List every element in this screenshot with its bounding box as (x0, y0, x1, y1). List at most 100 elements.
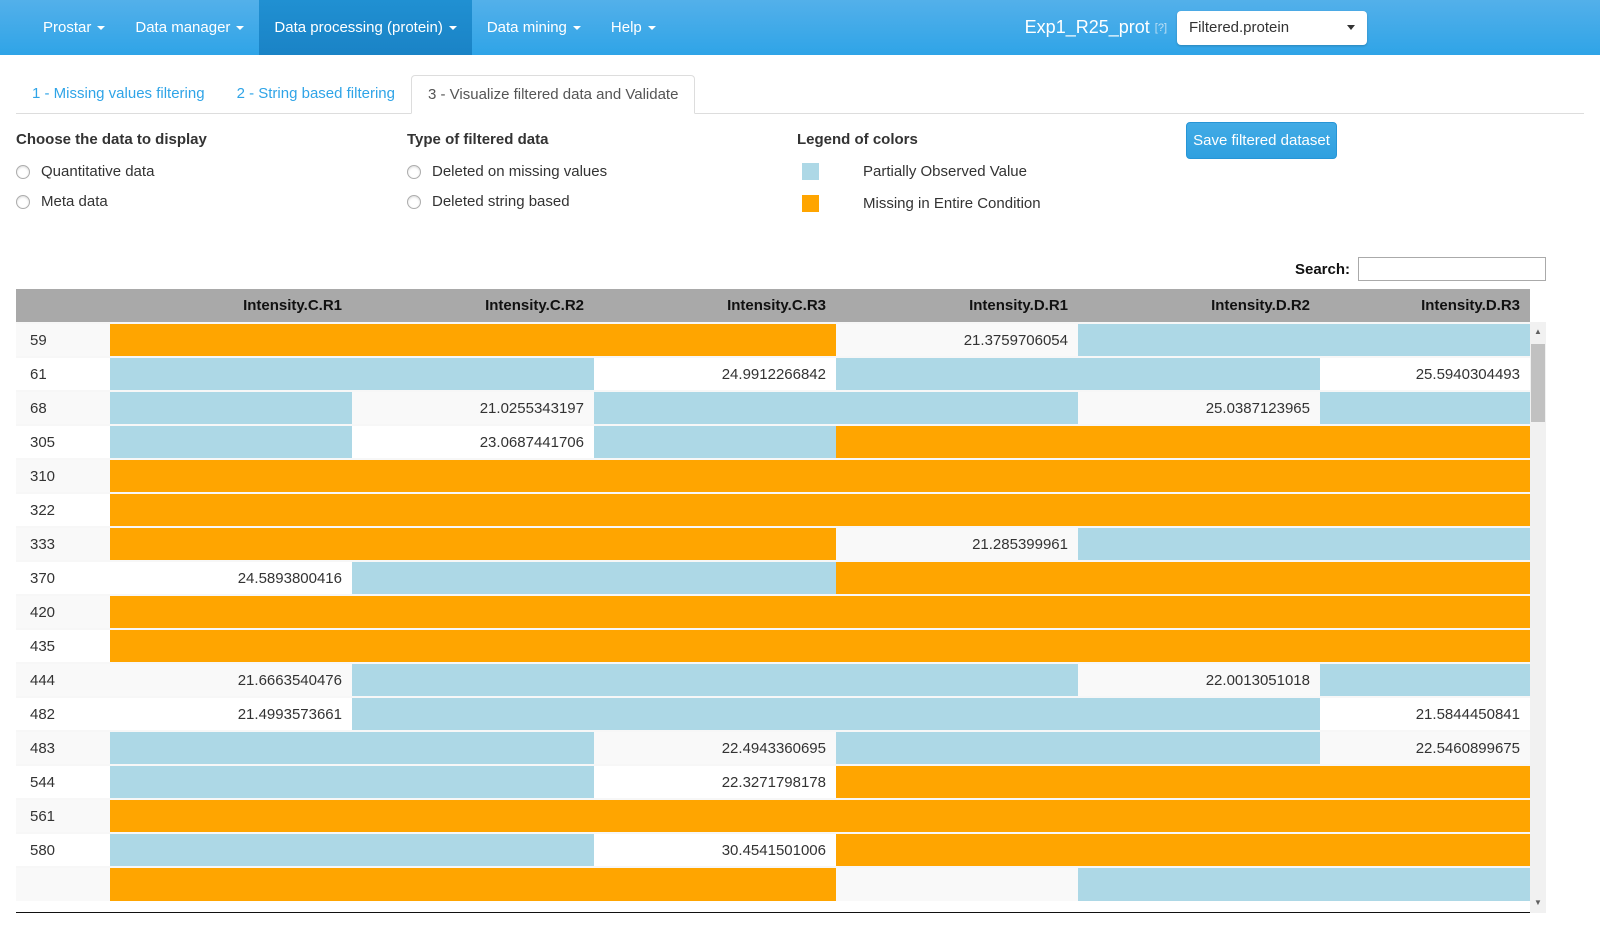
radio-quantitative-data[interactable]: Quantitative data (16, 163, 407, 180)
cell-pov (1078, 696, 1320, 731)
column-header-intensity-d-r2[interactable]: Intensity.D.R2 (1078, 289, 1320, 322)
cell-mec (836, 594, 1078, 629)
search-input[interactable] (1358, 257, 1546, 281)
radio-button-icon[interactable] (407, 164, 421, 179)
save-filtered-dataset-button[interactable]: Save filtered dataset (1186, 122, 1337, 159)
nav-menu-data-processing-protein[interactable]: Data processing (protein) (259, 0, 472, 55)
table-row: 333 21.285399961 (16, 526, 1530, 561)
table-row: 420 (16, 594, 1530, 629)
chevron-down-icon (448, 25, 457, 30)
table-body-viewport: 59 21.3759706054 61 24.9912266842 25.5940304… (16, 322, 1530, 913)
value-cell: 22.0013051018 (1078, 662, 1320, 697)
cell-pov (352, 356, 594, 391)
column-header-intensity-c-r1[interactable]: Intensity.C.R1 (110, 289, 352, 322)
column-header-intensity-d-r1[interactable]: Intensity.D.R1 (836, 289, 1078, 322)
cell-pov (1320, 526, 1530, 561)
cell-mec (352, 866, 594, 901)
row-id-cell: 544 (16, 764, 110, 799)
cell-mec (1078, 560, 1320, 595)
value-cell: 21.285399961 (836, 526, 1078, 561)
value-cell: 21.0255343197 (352, 390, 594, 425)
column-header-intensity-c-r2[interactable]: Intensity.C.R2 (352, 289, 594, 322)
row-id-cell: 68 (16, 390, 110, 425)
nav-menu-label: Data mining (486, 19, 567, 36)
radio-button-icon[interactable] (16, 164, 30, 179)
cell-mec (594, 322, 836, 357)
cell-pov (352, 696, 594, 731)
cell-mec (110, 458, 352, 493)
row-id-cell: 483 (16, 730, 110, 765)
table-row: 68 21.0255343197 25.0387123965 (16, 390, 1530, 425)
radio-meta-data[interactable]: Meta data (16, 193, 407, 210)
cell-mec (1078, 764, 1320, 799)
cell-mec (594, 492, 836, 527)
cell-mec (352, 322, 594, 357)
value-cell: 30.4541501006 (594, 832, 836, 867)
value-cell (836, 866, 1078, 901)
cell-pov (836, 390, 1078, 425)
cell-mec (352, 594, 594, 629)
column-header-rownames[interactable] (16, 289, 110, 322)
vertical-scrollbar[interactable]: ▲ ▼ (1530, 322, 1546, 913)
legend-group: Legend of colors Partially Observed Valu… (797, 122, 1186, 227)
cell-mec (1078, 424, 1320, 459)
scroll-down-icon[interactable]: ▼ (1534, 898, 1542, 907)
nav-menu-data-manager[interactable]: Data manager (120, 0, 259, 55)
navbar: Prostar Data manager Data processing (prot… (0, 0, 1600, 55)
cell-mec (836, 798, 1078, 833)
cell-pov (110, 424, 352, 459)
chevron-down-icon (572, 25, 581, 30)
cell-mec (352, 798, 594, 833)
cell-pov (352, 730, 594, 765)
cell-mec (836, 492, 1078, 527)
scroll-up-icon[interactable]: ▲ (1534, 327, 1542, 336)
scrollbar-thumb[interactable] (1531, 344, 1545, 422)
nav-menu-data-mining[interactable]: Data mining (472, 0, 596, 55)
filter-type-heading: Type of filtered data (407, 131, 549, 148)
value-cell: 25.5940304493 (1320, 356, 1530, 391)
cell-mec (1320, 832, 1530, 867)
cell-mec (1320, 458, 1530, 493)
data-choice-heading: Choose the data to display (16, 131, 207, 148)
radio-deleted-on-missing-values[interactable]: Deleted on missing values (407, 163, 797, 180)
tab-2-string-based-filtering[interactable]: 2 - String based filtering (236, 85, 395, 102)
radio-deleted-string-based[interactable]: Deleted string based (407, 193, 797, 210)
legend-swatch-pov (802, 163, 819, 180)
nav-menu-help[interactable]: Help (596, 0, 671, 55)
legend-heading: Legend of colors (797, 131, 918, 148)
table-row: 483 22.4943360695 22.5460899675 (16, 730, 1530, 765)
row-id-cell: 482 (16, 696, 110, 731)
cell-mec (1078, 832, 1320, 867)
value-cell: 24.5893800416 (110, 560, 352, 595)
cell-mec (594, 866, 836, 901)
cell-mec (1078, 594, 1320, 629)
dataset-selector[interactable]: Filtered.protein (1177, 10, 1367, 45)
nav-menu-prostar[interactable]: Prostar (28, 0, 120, 55)
tab-1-missing-values-filtering[interactable]: 1 - Missing values filtering (32, 85, 205, 102)
legend-item-mec: Missing in Entire Condition (797, 195, 1186, 212)
cell-mec (594, 798, 836, 833)
column-header-intensity-c-r3[interactable]: Intensity.C.R3 (594, 289, 836, 322)
cell-mec (594, 458, 836, 493)
table-search-row: Search: (16, 257, 1546, 281)
dataset-title: Exp1_R25_prot (1024, 17, 1150, 37)
table-row: 435 (16, 628, 1530, 663)
cell-mec (352, 458, 594, 493)
cell-mec (1320, 560, 1530, 595)
cell-pov (352, 764, 594, 799)
value-cell: 25.0387123965 (1078, 390, 1320, 425)
value-cell: 22.5460899675 (1320, 730, 1530, 765)
help-badge[interactable]: [?] (1154, 21, 1167, 34)
legend-item-pov: Partially Observed Value (797, 163, 1186, 180)
value-cell: 21.5844450841 (1320, 696, 1530, 731)
cell-mec (836, 764, 1078, 799)
radio-button-icon[interactable] (407, 194, 421, 209)
row-id-cell: 61 (16, 356, 110, 391)
cell-pov (1078, 526, 1320, 561)
cell-pov (1320, 322, 1530, 357)
radio-button-icon[interactable] (16, 194, 30, 209)
data-choice-group: Choose the data to display Quantitative … (16, 122, 407, 227)
cell-mec (594, 526, 836, 561)
column-header-intensity-d-r3[interactable]: Intensity.D.R3 (1320, 289, 1530, 322)
tab-3-visualize-filtered-data-and-validate[interactable]: 3 - Visualize filtered data and Validate (411, 75, 696, 114)
